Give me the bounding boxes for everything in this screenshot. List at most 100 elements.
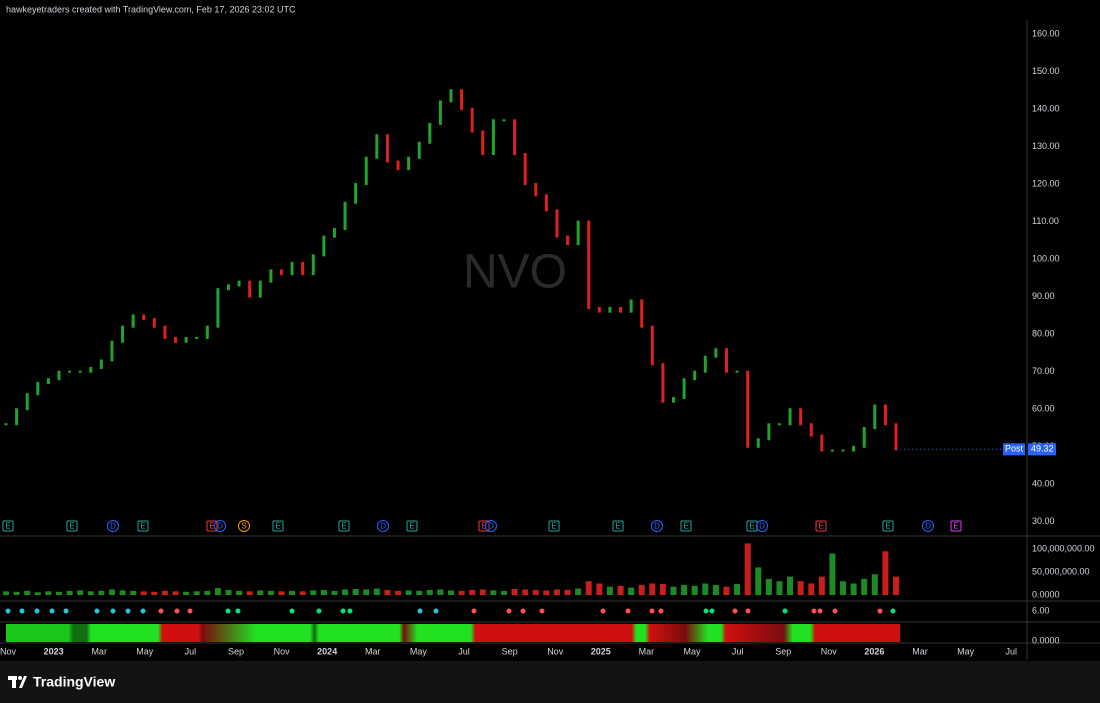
x-tick-label: 2026	[864, 646, 884, 656]
y-tick-label: 50,000,000.00	[1032, 566, 1090, 576]
volume-bar	[479, 589, 486, 595]
signal-dot	[19, 608, 25, 614]
volume-bar	[45, 591, 52, 595]
volume-bar	[606, 586, 613, 595]
event-label: E	[5, 522, 10, 531]
volume-bar	[384, 589, 391, 595]
price-bar	[174, 336, 178, 343]
signal-dot	[347, 608, 353, 614]
volume-bar	[755, 567, 762, 595]
volume-bar	[34, 592, 41, 595]
signal-dot	[340, 608, 346, 614]
x-tick-label: Mar	[912, 646, 928, 656]
event-label: E	[885, 522, 890, 531]
price-bar	[438, 100, 442, 125]
x-tick-label: Jul	[185, 646, 197, 656]
footer	[0, 661, 1100, 703]
signal-dot	[433, 608, 439, 614]
price-bar	[481, 130, 485, 156]
x-tick-label: Nov	[821, 646, 838, 656]
x-tick-label: Nov	[0, 646, 16, 656]
volume-bar	[405, 590, 412, 595]
signal-dot	[709, 608, 715, 614]
last-price: 49.32	[1031, 444, 1054, 454]
y-tick-label: 140.00	[1032, 103, 1060, 113]
price-bar	[714, 348, 718, 358]
price-bar	[152, 318, 156, 328]
event-marker	[548, 520, 560, 532]
price-bar	[449, 89, 453, 103]
signal-dot	[110, 608, 116, 614]
price-bar	[279, 269, 283, 276]
price-bar	[629, 299, 633, 313]
volume-bar	[850, 583, 857, 595]
price-bar	[290, 261, 294, 276]
price-bar	[343, 201, 347, 231]
volume-bar	[363, 589, 370, 595]
volume-bar	[352, 589, 359, 595]
price-bar	[216, 288, 220, 328]
price-bar	[724, 348, 728, 373]
indicator-label: 0.0000	[1032, 635, 1060, 645]
signal-dot	[811, 608, 817, 614]
x-tick-label: Nov	[547, 646, 564, 656]
x-tick-label: 2025	[591, 646, 611, 656]
volume-bar	[257, 590, 264, 595]
x-tick-label: Jul	[732, 646, 744, 656]
volume-bar	[151, 591, 158, 595]
volume-bar	[140, 591, 147, 595]
volume-bar	[840, 581, 847, 595]
event-label: D	[380, 522, 386, 531]
volume-bar	[765, 578, 772, 595]
event-marker	[406, 520, 418, 532]
price-bar	[799, 408, 803, 426]
price-bar	[322, 235, 326, 257]
volume-bar	[490, 590, 497, 595]
y-tick-label: 130.00	[1032, 141, 1060, 151]
volume-bar	[161, 590, 168, 595]
signal-dot	[225, 608, 231, 614]
signal-dot	[49, 608, 55, 614]
y-tick-label: 100,000,000.00	[1032, 543, 1095, 553]
event-label: E	[341, 522, 346, 531]
signal-dot	[745, 608, 751, 614]
event-label: D	[217, 522, 223, 531]
price-bar	[661, 363, 665, 403]
event-marker	[815, 520, 827, 532]
x-tick-label: May	[410, 646, 428, 656]
x-tick-label: May	[957, 646, 975, 656]
price-bar	[460, 89, 464, 110]
signal-dot	[5, 608, 11, 614]
volume-bar	[617, 585, 624, 595]
price-bar	[703, 355, 707, 373]
y-tick-label: 110.00	[1032, 216, 1059, 226]
x-tick-label: Mar	[365, 646, 381, 656]
event-label: E	[953, 522, 958, 531]
volume-bar	[310, 590, 317, 595]
event-label: D	[759, 522, 765, 531]
event-label: E	[409, 522, 414, 531]
event-label: E	[683, 522, 688, 531]
signal-dot	[63, 608, 69, 614]
volume-bar	[214, 588, 221, 595]
volume-bar	[882, 551, 889, 595]
volume-bar	[278, 591, 285, 595]
event-label: D	[110, 522, 116, 531]
x-tick-label: Sep	[228, 646, 244, 656]
price-bar	[4, 423, 8, 426]
volume-bar	[267, 590, 274, 595]
volume-bar	[225, 589, 232, 595]
price-bar	[25, 393, 29, 411]
volume-bar	[871, 574, 878, 595]
price-bar	[544, 194, 548, 212]
price-bar	[502, 119, 506, 122]
price-bar	[672, 396, 675, 403]
volume-bar	[130, 590, 137, 595]
x-tick-label: May	[136, 646, 154, 656]
signal-dot	[174, 608, 180, 614]
price-bar	[385, 134, 389, 163]
event-marker	[107, 520, 119, 532]
price-bar	[534, 183, 538, 197]
volume-bar	[691, 585, 698, 595]
